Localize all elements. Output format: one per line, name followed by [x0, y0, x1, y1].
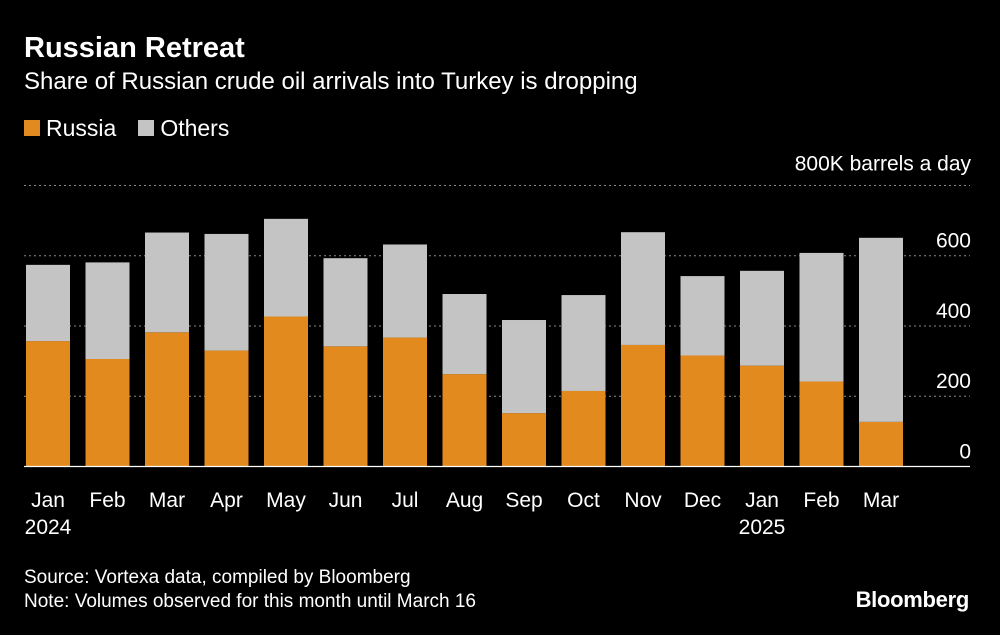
- bar-others-8: [442, 294, 487, 375]
- bar-russia-13: [740, 365, 784, 467]
- legend-label-others: Others: [160, 114, 230, 141]
- bar-others-2: [85, 262, 130, 360]
- bar-russia-1: [26, 341, 70, 467]
- bar-others-5: [264, 218, 308, 317]
- bar-others-4: [204, 233, 249, 351]
- x-tick-label-12: Dec: [684, 489, 721, 512]
- bar-russia-11: [621, 344, 665, 467]
- x-tick-label-7: Jul: [392, 489, 419, 512]
- bar-others-9: [502, 320, 546, 414]
- source-line: Source: Vortexa data, compiled by Bloomb…: [24, 567, 411, 588]
- source-note: Source: Vortexa data, compiled by Bloomb…: [24, 566, 476, 614]
- bar-others-6: [323, 258, 368, 347]
- chart-subtitle: Share of Russian crude oil arrivals into…: [24, 68, 638, 95]
- x-year-label-2024: 2024: [25, 516, 72, 539]
- bar-russia-3: [145, 332, 189, 467]
- bar-russia-5: [264, 316, 308, 467]
- y-tick-label-200: 200: [936, 370, 971, 393]
- bar-others-14: [799, 252, 844, 382]
- bar-others-13: [740, 270, 784, 366]
- bar-others-7: [383, 244, 427, 338]
- note-line: Note: Volumes observed for this month un…: [24, 591, 477, 612]
- bar-russia-4: [204, 350, 249, 467]
- bar-russia-15: [859, 421, 903, 467]
- bar-russia-12: [680, 355, 725, 467]
- x-tick-label-15: Mar: [863, 489, 899, 512]
- x-tick-label-8: Aug: [446, 489, 483, 512]
- legend-swatch-russia: [24, 120, 40, 136]
- x-tick-label-13: Jan: [745, 489, 779, 512]
- legend-item-russia: Russia: [24, 115, 116, 142]
- x-tick-label-1: Jan: [31, 489, 65, 512]
- bar-others-3: [145, 232, 189, 333]
- bar-russia-10: [561, 390, 606, 467]
- legend-item-others: Others: [138, 115, 229, 142]
- legend-swatch-others: [138, 120, 155, 136]
- chart-title: Russian Retreat: [24, 32, 245, 64]
- x-tick-label-2: Feb: [89, 489, 125, 512]
- bar-russia-14: [799, 381, 844, 467]
- x-tick-label-5: May: [266, 489, 306, 512]
- bar-russia-8: [442, 374, 487, 467]
- bar-others-11: [621, 232, 665, 345]
- bar-russia-2: [85, 359, 130, 467]
- x-year-label-2025: 2025: [739, 516, 786, 539]
- x-tick-label-6: Jun: [329, 489, 363, 512]
- y-axis-top-label: 800K barrels a day: [795, 152, 972, 175]
- x-tick-label-3: Mar: [149, 489, 185, 512]
- bloomberg-logo: Bloomberg: [855, 587, 970, 612]
- legend: Russia Others: [24, 114, 251, 142]
- bar-others-12: [680, 276, 725, 356]
- bar-russia-9: [502, 413, 546, 467]
- x-tick-label-11: Nov: [624, 489, 662, 512]
- bar-others-1: [26, 264, 70, 342]
- y-tick-label-400: 400: [936, 300, 971, 323]
- x-tick-label-10: Oct: [567, 489, 600, 512]
- bar-others-10: [561, 295, 606, 391]
- bar-others-15: [859, 237, 903, 422]
- y-tick-label-0: 0: [959, 441, 971, 464]
- bar-russia-7: [383, 337, 427, 467]
- x-tick-label-4: Apr: [210, 489, 243, 512]
- y-tick-label-600: 600: [936, 230, 971, 253]
- x-tick-label-9: Sep: [505, 489, 542, 512]
- x-tick-label-14: Feb: [803, 489, 839, 512]
- legend-label-russia: Russia: [46, 114, 117, 141]
- bar-russia-6: [323, 346, 368, 467]
